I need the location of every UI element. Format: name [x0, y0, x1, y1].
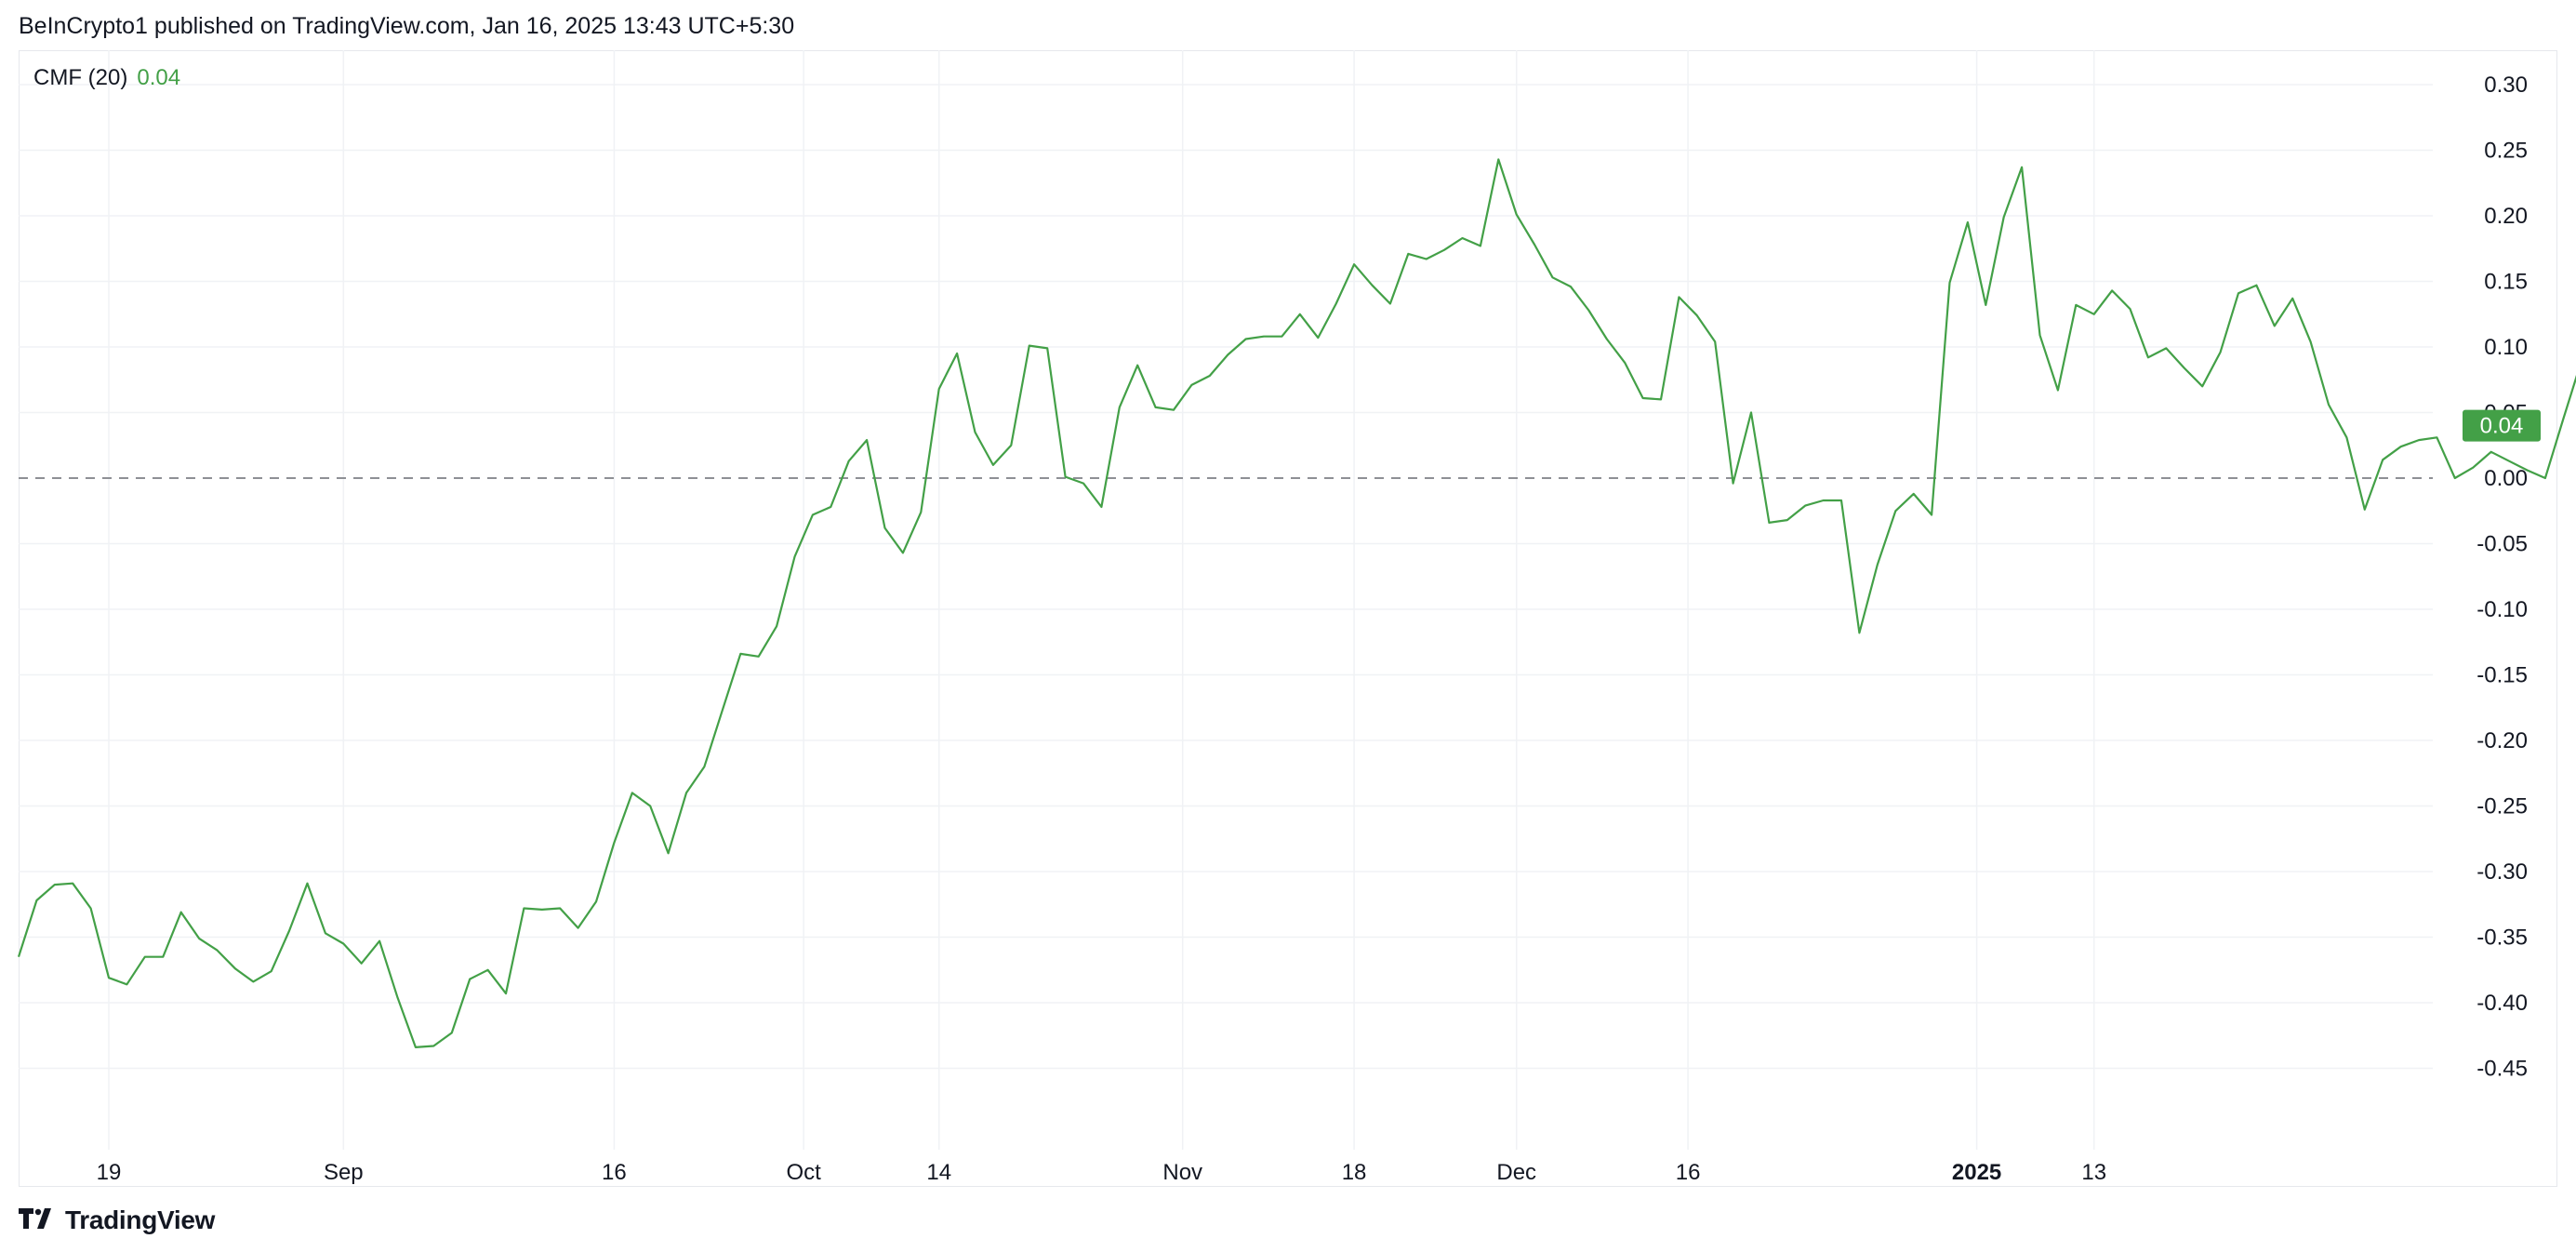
x-tick-label: 16 — [1676, 1160, 1701, 1185]
publication-info: BeInCrypto1 published on TradingView.com… — [19, 13, 795, 39]
y-tick-label: -0.40 — [2476, 991, 2528, 1016]
y-tick-label: -0.25 — [2476, 794, 2528, 819]
y-tick-label: -0.30 — [2476, 859, 2528, 885]
y-tick-label: -0.10 — [2476, 597, 2528, 622]
tradingview-logo-icon — [19, 1205, 56, 1235]
x-tick-label: 19 — [97, 1160, 122, 1185]
tradingview-brand-text: TradingView — [65, 1205, 216, 1234]
indicator-value: 0.04 — [137, 65, 181, 90]
y-tick-label: -0.15 — [2476, 663, 2528, 688]
indicator-legend[interactable]: CMF (20) 0.04 — [33, 65, 180, 91]
x-tick-label: Dec — [1496, 1160, 1536, 1185]
x-tick-label: 18 — [1342, 1160, 1367, 1185]
x-tick-label: Oct — [787, 1160, 822, 1185]
last-value-badge — [2463, 409, 2541, 442]
footer-brand[interactable]: TradingView — [19, 1205, 215, 1235]
x-tick-label: 14 — [926, 1160, 951, 1185]
y-tick-label: 0.25 — [2484, 139, 2528, 164]
chart-frame — [19, 50, 2557, 1187]
y-tick-label: 0.10 — [2484, 335, 2528, 360]
x-tick-label: 13 — [2081, 1160, 2106, 1185]
x-tick-label: Sep — [324, 1160, 364, 1185]
cmf-series-line — [17, 158, 2576, 1049]
indicator-name: CMF (20) — [33, 65, 128, 90]
y-tick-label: -0.20 — [2476, 728, 2528, 753]
y-tick-label: 0.15 — [2484, 270, 2528, 295]
y-tick-label: 0.30 — [2484, 73, 2528, 98]
x-tick-label: 16 — [602, 1160, 627, 1185]
y-tick-label: 0.20 — [2484, 204, 2528, 229]
y-tick-label: -0.05 — [2476, 532, 2528, 557]
x-tick-label: Nov — [1162, 1160, 1202, 1185]
x-tick-label: 2025 — [1952, 1160, 2001, 1185]
y-tick-label: -0.45 — [2476, 1057, 2528, 1082]
y-tick-label: 0.00 — [2484, 466, 2528, 491]
y-tick-label: -0.35 — [2476, 926, 2528, 951]
last-value-label: 0.04 — [2480, 414, 2524, 439]
